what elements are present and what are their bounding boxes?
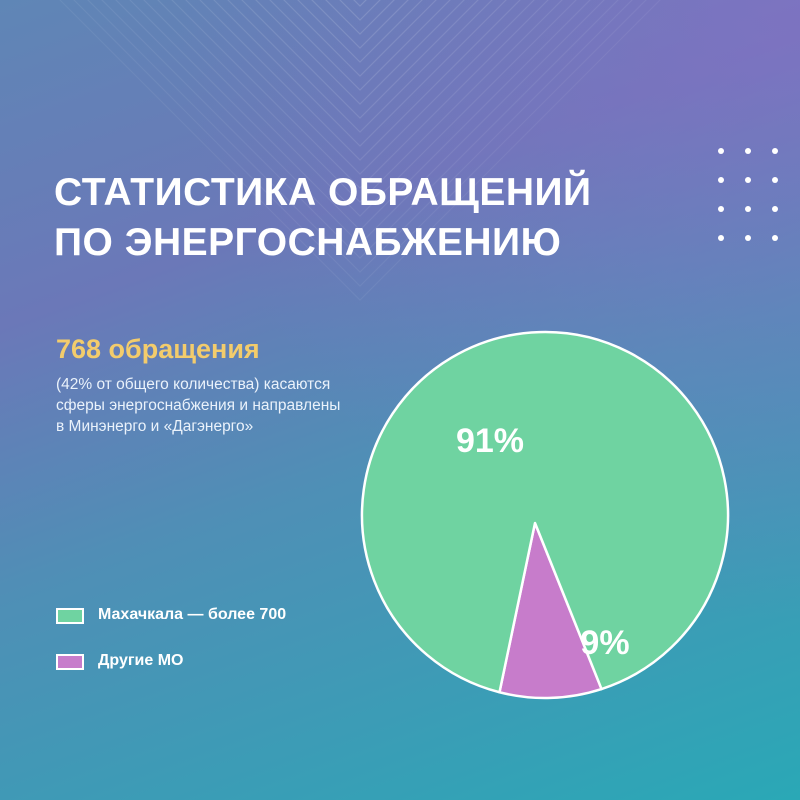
decor-dot [718,235,724,241]
chevron-line [73,0,647,287]
legend-label-makhachkala: Махачкала — более 700 [98,606,287,623]
decor-dot [718,177,724,183]
chevron-line [311,0,409,49]
decor-dot [745,206,751,212]
pie-slice-makhachkala [360,330,730,694]
chevron-line [185,0,535,175]
chevron-line [199,0,521,161]
legend-swatch-makhachkala [56,608,84,624]
dot-grid-decoration [718,148,778,248]
chevron-line [283,0,437,77]
chevron-line [213,0,507,147]
decor-dot [772,206,778,212]
pie-slice-other [498,521,603,700]
decor-dot [772,177,778,183]
chevron-line [157,0,563,203]
chevron-line [101,0,619,259]
highlight-count: 768 обращения [56,334,260,364]
decor-dot [718,148,724,154]
description-line-3: в Минэнерго и «Дагэнерго» [56,418,254,435]
chevron-line [325,0,395,35]
decor-dot [745,148,751,154]
description-line-2: сферы энергоснабжения и направлены [56,397,341,414]
chevron-line [129,0,591,231]
chevron-line [115,0,605,245]
chevron-line [297,0,423,63]
decor-dot [772,148,778,154]
description: (42% от общего количества) касаются сфер… [56,374,396,437]
decor-dot [745,177,751,183]
pie-label-other: 9% [580,624,629,662]
decor-dot [745,235,751,241]
title-line-2: ПО ЭНЕРГОСНАБЖЕНИЮ [54,221,562,264]
chevron-line [87,0,633,273]
chevron-line [339,0,381,21]
chevron-line [171,0,549,189]
title-line-1: СТАТИСТИКА ОБРАЩЕНИЙ [54,171,592,214]
legend-label-other: Другие МО [98,652,184,669]
chevron-line [353,0,367,7]
page-title: СТАТИСТИКА ОБРАЩЕНИЙ ПО ЭНЕРГОСНАБЖЕНИЮ [54,168,592,268]
description-line-1: (42% от общего количества) касаются [56,376,331,393]
chevron-line [269,0,451,91]
pie-chart: 9% 91% [360,330,730,700]
chevron-pattern [59,0,661,301]
decor-dot [772,235,778,241]
chevron-line [241,0,479,119]
chevron-line [255,0,465,105]
chevron-line [227,0,493,133]
legend-swatch-other [56,654,84,670]
chevron-line [143,0,577,217]
pie-label-makhachkala: 91% [456,422,524,460]
chevron-line [59,0,661,301]
decor-dot [718,206,724,212]
